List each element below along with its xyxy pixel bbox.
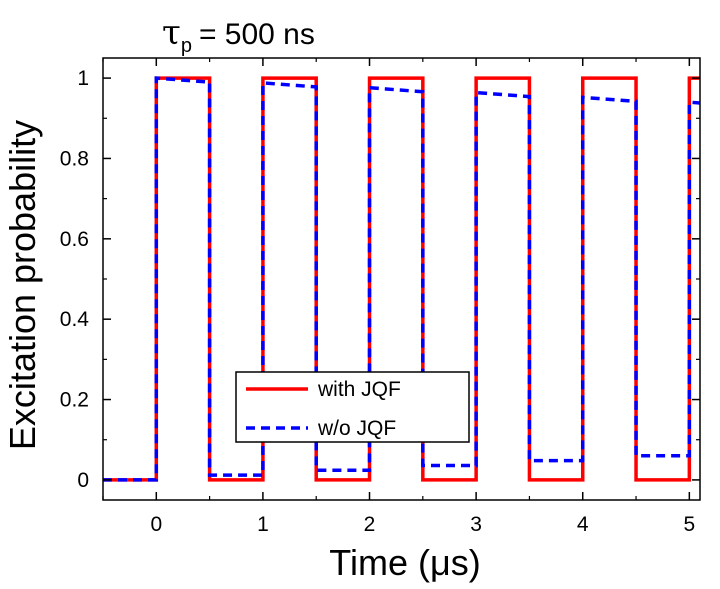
x-tick-label: 0 — [150, 513, 162, 536]
chart-title-subscript: p — [181, 35, 192, 57]
x-axis-title: Time (μs) — [329, 542, 480, 583]
legend-label-without-jqf: w/o JQF — [317, 417, 396, 440]
x-tick-label: 3 — [470, 513, 482, 536]
chart-title-value: = 500 ns — [199, 18, 315, 51]
chart-title-symbol: τ — [162, 13, 181, 53]
ticks-layer: 0 1 2 3 4 5 0 0.2 0.4 0.6 0.8 1 — [60, 58, 700, 536]
y-tick-label: 0 — [77, 469, 89, 492]
y-tick-label: 0.6 — [60, 228, 89, 251]
legend-box — [235, 371, 470, 443]
y-tick-label: 0.8 — [60, 147, 89, 170]
y-tick-label: 0.2 — [60, 389, 89, 412]
x-tick-label: 5 — [683, 513, 695, 536]
chart-title: τp = 500 ns — [162, 13, 315, 57]
x-tick-label: 2 — [364, 513, 376, 536]
y-tick-label: 1 — [77, 67, 89, 90]
series-layer — [103, 76, 701, 482]
y-tick-label: 0.4 — [60, 308, 90, 331]
x-tick-label: 1 — [257, 513, 269, 536]
legend-label-with-jqf: with JQF — [317, 378, 401, 401]
x-tick-label: 4 — [577, 513, 589, 536]
y-axis-title: Excitation probability — [2, 120, 43, 450]
legend: with JQF w/o JQF — [235, 371, 470, 443]
